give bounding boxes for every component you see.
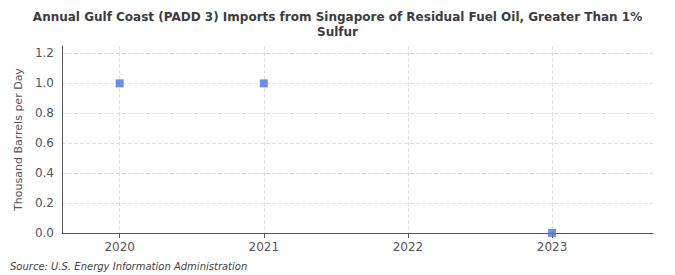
- svg-text:1.0: 1.0: [35, 76, 54, 90]
- svg-text:Thousand Barrels per Day: Thousand Barrels per Day: [12, 68, 25, 212]
- svg-text:2023: 2023: [537, 240, 568, 254]
- svg-text:2022: 2022: [393, 240, 424, 254]
- svg-text:0.4: 0.4: [35, 166, 54, 180]
- svg-text:0.8: 0.8: [35, 106, 54, 120]
- svg-text:1.2: 1.2: [35, 46, 54, 60]
- svg-text:0.0: 0.0: [35, 226, 54, 240]
- svg-text:2020: 2020: [104, 240, 135, 254]
- svg-text:2021: 2021: [249, 240, 280, 254]
- svg-text:Annual Gulf Coast (PADD 3) Imp: Annual Gulf Coast (PADD 3) Imports from …: [33, 10, 642, 24]
- svg-text:0.6: 0.6: [35, 136, 54, 150]
- svg-text:Source: U.S. Energy Informatio: Source: U.S. Energy Information Administ…: [10, 261, 247, 272]
- svg-text:0.2: 0.2: [35, 196, 54, 210]
- svg-text:Sulfur: Sulfur: [317, 25, 358, 39]
